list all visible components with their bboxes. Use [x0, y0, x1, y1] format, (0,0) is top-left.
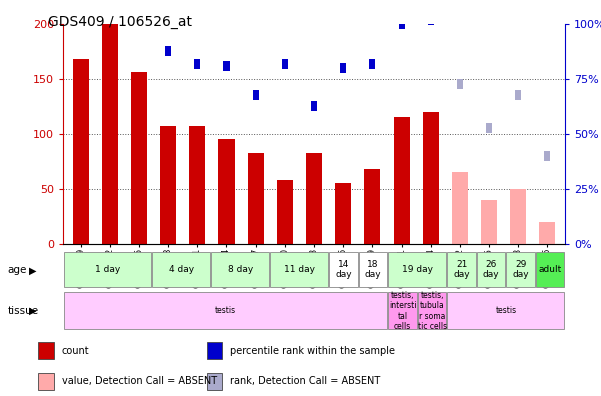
- Bar: [428, 15, 434, 25]
- Text: 21
day: 21 day: [453, 260, 470, 279]
- Bar: [64, 292, 387, 329]
- Bar: [329, 252, 358, 287]
- Bar: [270, 252, 328, 287]
- Bar: [418, 292, 447, 329]
- Text: testis,
tubula
r soma
tic cells: testis, tubula r soma tic cells: [418, 291, 447, 331]
- Text: ▶: ▶: [29, 265, 36, 276]
- Bar: [486, 123, 492, 133]
- Text: 29
day: 29 day: [512, 260, 529, 279]
- Bar: [282, 59, 288, 69]
- Bar: [152, 252, 210, 287]
- Bar: [359, 252, 387, 287]
- Text: rank, Detection Call = ABSENT: rank, Detection Call = ABSENT: [230, 376, 380, 386]
- Bar: [306, 153, 322, 244]
- Bar: [102, 24, 118, 244]
- Bar: [160, 126, 176, 244]
- Bar: [224, 61, 230, 71]
- Bar: [481, 200, 497, 244]
- Bar: [165, 46, 171, 55]
- Bar: [64, 252, 151, 287]
- Text: percentile rank within the sample: percentile rank within the sample: [230, 346, 395, 356]
- Text: 1 day: 1 day: [95, 265, 120, 274]
- Bar: [136, 6, 142, 16]
- Bar: [335, 183, 351, 244]
- Bar: [448, 292, 564, 329]
- Bar: [477, 252, 505, 287]
- Bar: [78, 0, 84, 7]
- Bar: [207, 342, 222, 359]
- Bar: [131, 72, 147, 244]
- Bar: [248, 153, 264, 244]
- Bar: [510, 188, 526, 244]
- Bar: [207, 373, 222, 390]
- Text: 14
day: 14 day: [335, 260, 352, 279]
- Bar: [507, 252, 535, 287]
- Text: 8 day: 8 day: [228, 265, 253, 274]
- Bar: [73, 59, 88, 244]
- Text: value, Detection Call = ABSENT: value, Detection Call = ABSENT: [61, 376, 217, 386]
- Bar: [388, 292, 416, 329]
- Bar: [277, 180, 293, 244]
- Bar: [515, 89, 521, 99]
- Text: testis: testis: [215, 307, 236, 315]
- Text: testis,
intersti
tal
cells: testis, intersti tal cells: [389, 291, 416, 331]
- Bar: [370, 59, 376, 69]
- Bar: [540, 221, 555, 244]
- Bar: [38, 342, 54, 359]
- Text: 11 day: 11 day: [284, 265, 315, 274]
- Bar: [212, 252, 269, 287]
- Text: testis: testis: [495, 307, 516, 315]
- Text: 18
day: 18 day: [365, 260, 382, 279]
- Text: adult: adult: [538, 265, 562, 274]
- Text: tissue: tissue: [7, 306, 38, 316]
- Bar: [311, 101, 317, 110]
- Text: age: age: [7, 265, 26, 276]
- Bar: [448, 252, 476, 287]
- Bar: [189, 126, 206, 244]
- Bar: [340, 63, 346, 73]
- Bar: [194, 59, 200, 69]
- Text: 26
day: 26 day: [483, 260, 499, 279]
- Bar: [219, 139, 234, 244]
- Text: count: count: [61, 346, 89, 356]
- Bar: [545, 151, 551, 161]
- Bar: [536, 252, 564, 287]
- Text: GDS409 / 106526_at: GDS409 / 106526_at: [48, 15, 192, 29]
- Bar: [364, 169, 380, 244]
- Bar: [398, 19, 404, 29]
- Bar: [388, 252, 447, 287]
- Bar: [252, 89, 258, 99]
- Text: 19 day: 19 day: [402, 265, 433, 274]
- Bar: [452, 172, 468, 244]
- Text: 4 day: 4 day: [169, 265, 194, 274]
- Bar: [423, 112, 439, 244]
- Text: ▶: ▶: [29, 306, 36, 316]
- Bar: [394, 117, 409, 244]
- Bar: [457, 79, 463, 89]
- Bar: [38, 373, 54, 390]
